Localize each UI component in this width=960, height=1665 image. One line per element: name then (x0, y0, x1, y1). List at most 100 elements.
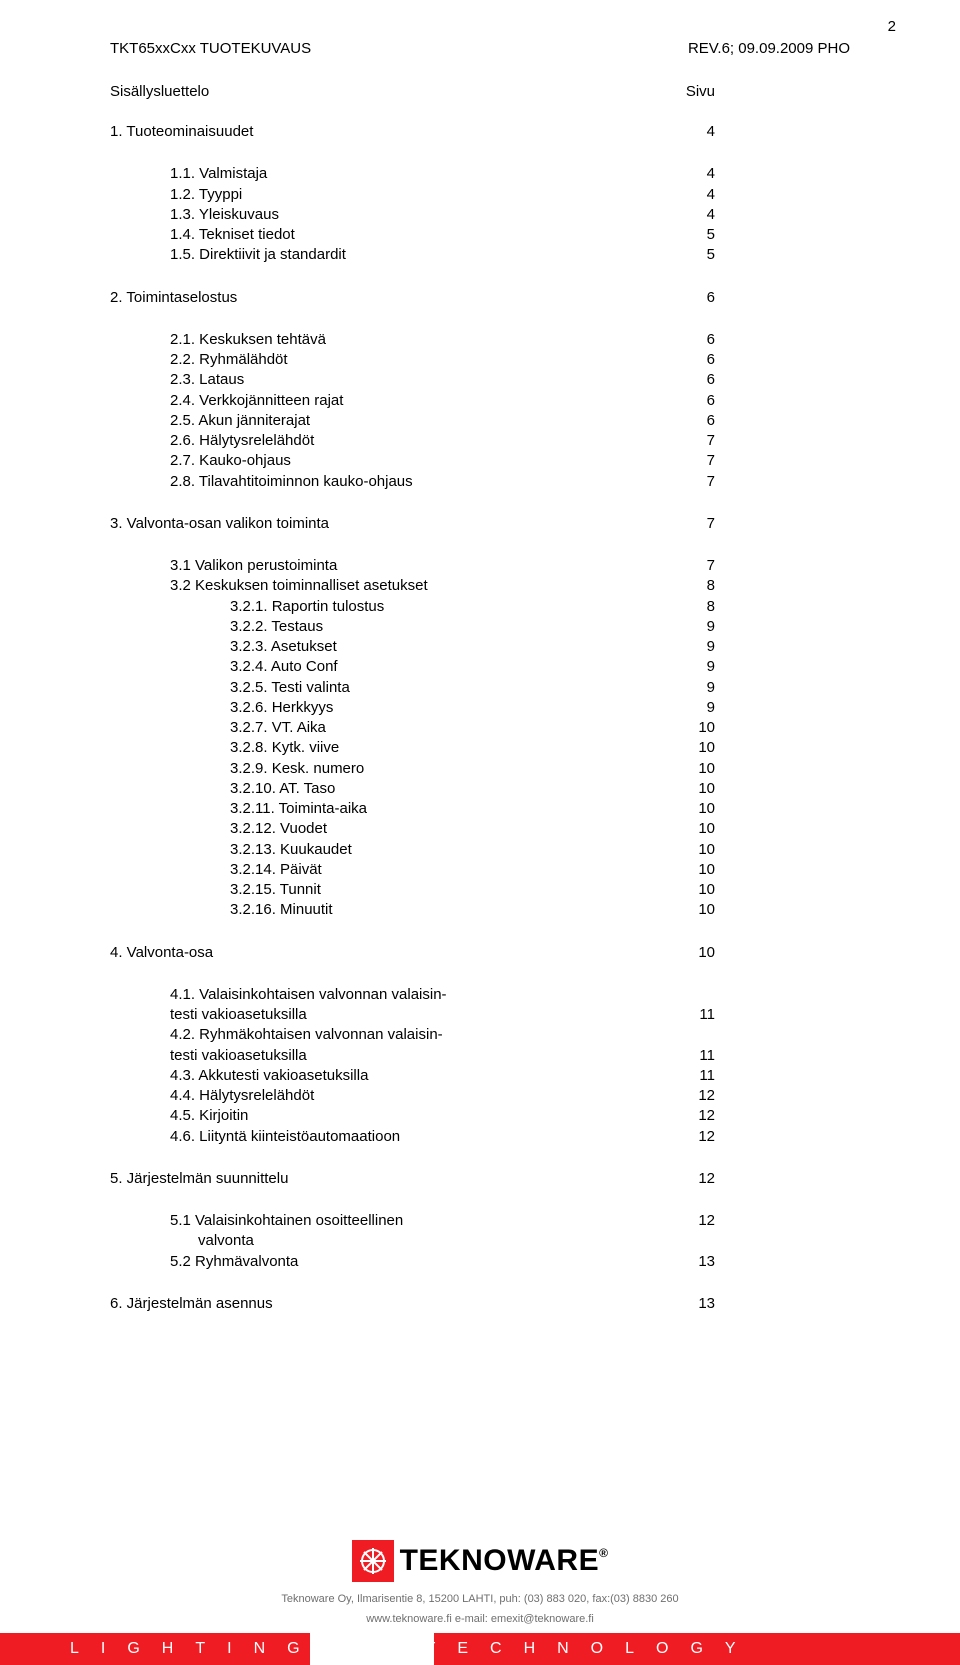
header-left-text: TKT65xxCxx TUOTEKUVAUS (110, 40, 311, 57)
document-header: TKT65xxCxx TUOTEKUVAUS REV.6; 09.09.2009… (110, 40, 850, 57)
toc-page: 9 (707, 637, 715, 657)
toc-row: 3.2.16. Minuutit10 (110, 900, 715, 920)
toc-label: 6. Järjestelmän asennus (110, 1294, 273, 1314)
toc-label: 5. Järjestelmän suunnittelu (110, 1169, 288, 1189)
toc-label: valvonta (170, 1231, 254, 1251)
toc-row: 1.5. Direktiivit ja standardit5 (110, 245, 715, 265)
toc-label: 3.2.3. Asetukset (230, 637, 337, 657)
toc-label: 2.5. Akun jänniterajat (170, 411, 310, 431)
logo-square-icon (352, 1540, 394, 1582)
toc-row: 3.2.9. Kesk. numero 10 (110, 759, 715, 779)
toc-label: 3.2.10. AT. Taso (230, 779, 335, 799)
toc-page: 11 (699, 1046, 715, 1066)
toc-label: testi vakioasetuksilla (170, 1046, 307, 1066)
toc-row: 4.1. Valaisinkohtaisen valvonnan valaisi… (110, 985, 715, 1005)
toc-label: 3.2.9. Kesk. numero (230, 759, 364, 779)
toc-page: 10 (698, 840, 715, 860)
toc-label: 2.1. Keskuksen tehtävä (170, 330, 326, 350)
teknoware-logo: TEKNOWARE® (352, 1540, 609, 1582)
toc-page: 10 (698, 943, 715, 963)
toc-row: 3.1 Valikon perustoiminta 7 (110, 556, 715, 576)
toc-label: 3.2 Keskuksen toiminnalliset asetukset (170, 576, 428, 596)
toc-row: 1.4. Tekniset tiedot 5 (110, 225, 715, 245)
toc-page: 7 (707, 556, 715, 576)
toc-section-heading: 1. Tuoteominaisuudet 4 (110, 122, 715, 142)
toc-section-heading: 4. Valvonta-osa 10 (110, 943, 715, 963)
toc-label: 1.3. Yleiskuvaus (170, 205, 279, 225)
footer-bar-gap (310, 1633, 434, 1665)
toc-row: 2.8. Tilavahtitoiminnon kauko-ohjaus7 (110, 472, 715, 492)
toc-page: 10 (698, 799, 715, 819)
toc-label: 3.2.8. Kytk. viive (230, 738, 339, 758)
header-right-text: REV.6; 09.09.2009 PHO (688, 40, 850, 57)
toc-section-heading: 2. Toimintaselostus 6 (110, 288, 715, 308)
toc-row: 3.2.2. Testaus9 (110, 617, 715, 637)
toc-label: 2.4. Verkkojännitteen rajat (170, 391, 343, 411)
toc-title-label: Sisällysluettelo (110, 83, 209, 100)
toc-label: 3.2.13. Kuukaudet (230, 840, 352, 860)
document-page: 2 TKT65xxCxx TUOTEKUVAUS REV.6; 09.09.20… (0, 0, 960, 1665)
toc-row: 3.2.10. AT. Taso 10 (110, 779, 715, 799)
toc-label: 4. Valvonta-osa (110, 943, 213, 963)
toc-page: 4 (707, 164, 715, 184)
toc-label: 1.4. Tekniset tiedot (170, 225, 295, 245)
toc-page: 6 (707, 350, 715, 370)
toc-section-heading: 5. Järjestelmän suunnittelu 12 (110, 1169, 715, 1189)
toc-row: testi vakioasetuksilla 11 (110, 1046, 715, 1066)
toc-row: 2.3. Lataus6 (110, 370, 715, 390)
toc-page: 5 (707, 225, 715, 245)
toc-page: 6 (707, 288, 715, 308)
toc-row: 2.2. Ryhmälähdöt 6 (110, 350, 715, 370)
footer-contact-line1: Teknoware Oy, Ilmarisentie 8, 15200 LAHT… (0, 1593, 960, 1613)
toc-label: 4.5. Kirjoitin (170, 1106, 248, 1126)
toc-row: 2.4. Verkkojännitteen rajat 6 (110, 391, 715, 411)
toc-page: 12 (698, 1106, 715, 1126)
toc-row: 2.5. Akun jänniterajat 6 (110, 411, 715, 431)
toc-label: 4.6. Liityntä kiinteistöautomaatioon (170, 1127, 400, 1147)
toc-page: 8 (707, 576, 715, 596)
toc-page: 10 (698, 880, 715, 900)
toc-label: 2. Toimintaselostus (110, 288, 237, 308)
toc-page: 9 (707, 678, 715, 698)
toc-row: 3.2.13. Kuukaudet 10 (110, 840, 715, 860)
toc-page: 10 (698, 759, 715, 779)
toc-page: 7 (707, 451, 715, 471)
toc-page: 10 (698, 738, 715, 758)
toc-page: 13 (698, 1252, 715, 1272)
toc-row: 3.2.4. Auto Conf9 (110, 657, 715, 677)
toc-page: 9 (707, 698, 715, 718)
toc-label: 1.1. Valmistaja (170, 164, 267, 184)
toc-label: 2.2. Ryhmälähdöt (170, 350, 288, 370)
toc-page: 8 (707, 597, 715, 617)
toc-page: 12 (698, 1086, 715, 1106)
footer-contact-line2: www.teknoware.fi e-mail: emexit@teknowar… (0, 1613, 960, 1633)
toc-label: 3.2.16. Minuutit (230, 900, 333, 920)
toc-label: 3.1 Valikon perustoiminta (170, 556, 337, 576)
toc-label: 3.2.15. Tunnit (230, 880, 321, 900)
toc-page: 9 (707, 657, 715, 677)
toc-page: 4 (707, 185, 715, 205)
registered-icon: ® (599, 1546, 608, 1560)
toc-row: 3.2.15. Tunnit 10 (110, 880, 715, 900)
toc-page: 10 (698, 819, 715, 839)
toc-row: 1.1. Valmistaja 4 (110, 164, 715, 184)
toc-page: 7 (707, 514, 715, 534)
toc-header: Sisällysluettelo Sivu (110, 83, 715, 100)
toc-row: 5.1 Valaisinkohtainen osoitteellinen12 (110, 1211, 715, 1231)
toc-row: 4.5. Kirjoitin 12 (110, 1106, 715, 1126)
toc-row: 5.2 Ryhmävalvonta13 (110, 1252, 715, 1272)
toc-page: 5 (707, 245, 715, 265)
footer-bar-left: LIGHTING (70, 1640, 322, 1658)
toc-page: 10 (698, 779, 715, 799)
toc-row: 2.1. Keskuksen tehtävä6 (110, 330, 715, 350)
toc-page: 10 (698, 718, 715, 738)
toc-section-heading: 3. Valvonta-osan valikon toiminta 7 (110, 514, 715, 534)
footer-bar: LIGHTINGTECHNOLOGY (0, 1633, 960, 1665)
toc-page: 7 (707, 431, 715, 451)
toc-label: 3. Valvonta-osan valikon toiminta (110, 514, 329, 534)
toc-label: 2.7. Kauko-ohjaus (170, 451, 291, 471)
toc-row: 3.2.7. VT. Aika10 (110, 718, 715, 738)
toc-page: 6 (707, 391, 715, 411)
toc-page: 6 (707, 411, 715, 431)
toc-label: 3.2.2. Testaus (230, 617, 323, 637)
